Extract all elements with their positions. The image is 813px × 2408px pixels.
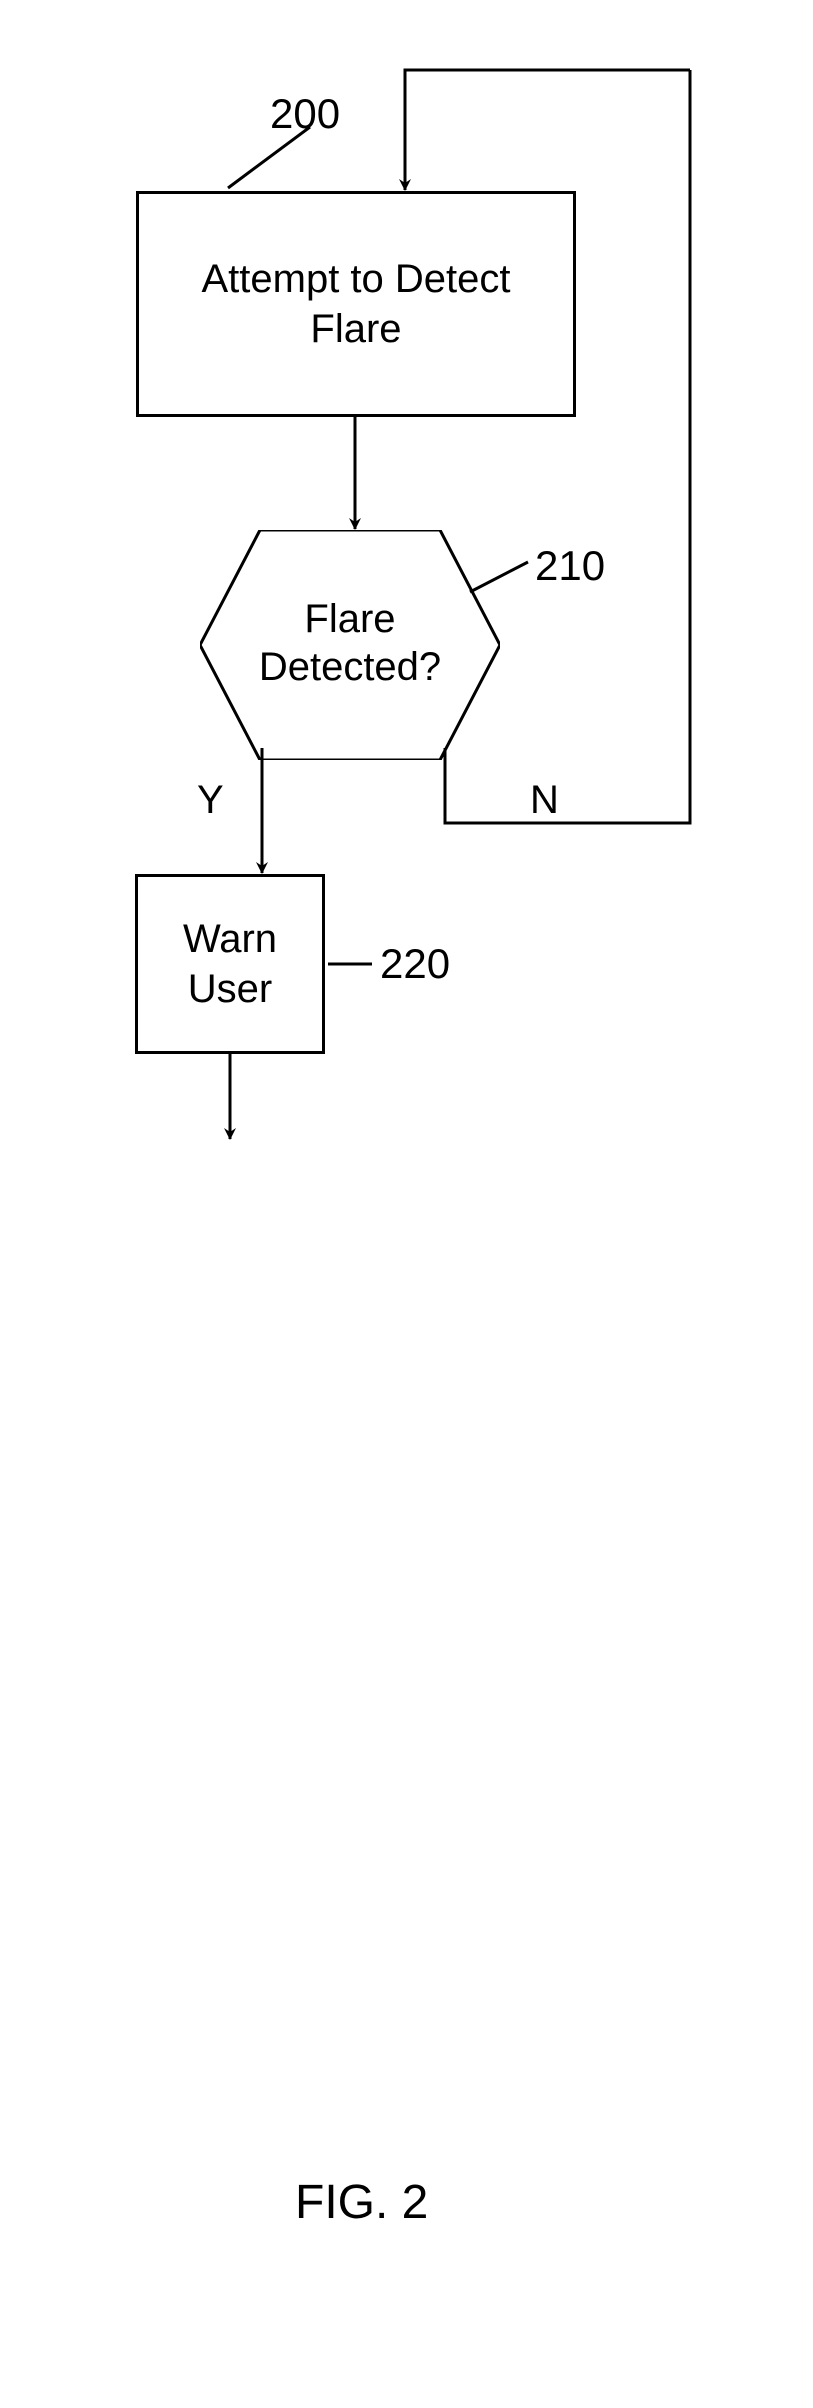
flowchart-canvas: Attempt to DetectFlare 200 FlareDetected… [0, 0, 813, 2408]
ref-210: 210 [535, 542, 605, 590]
ref-text: 210 [535, 542, 605, 589]
edge-label-yes: Y [197, 778, 224, 823]
ref-220: 220 [380, 940, 450, 988]
figure-caption: FIG. 2 [295, 2175, 428, 2230]
node-label: WarnUser [183, 914, 277, 1014]
hex-label-text: FlareDetected? [259, 597, 441, 689]
node-label: Attempt to DetectFlare [201, 254, 510, 354]
figure-caption-text: FIG. 2 [295, 2176, 428, 2229]
edge-label-no: N [530, 778, 559, 823]
ref-text: 200 [270, 90, 340, 137]
node-label: FlareDetected? [200, 595, 500, 691]
node-attempt-detect-flare: Attempt to DetectFlare [136, 191, 576, 417]
node-warn-user: WarnUser [135, 874, 325, 1054]
edge-label-text: N [530, 778, 559, 822]
ref-text: 220 [380, 940, 450, 987]
edge-label-text: Y [197, 778, 224, 822]
node-flare-detected: FlareDetected? [200, 530, 500, 760]
ref-200: 200 [270, 90, 340, 138]
